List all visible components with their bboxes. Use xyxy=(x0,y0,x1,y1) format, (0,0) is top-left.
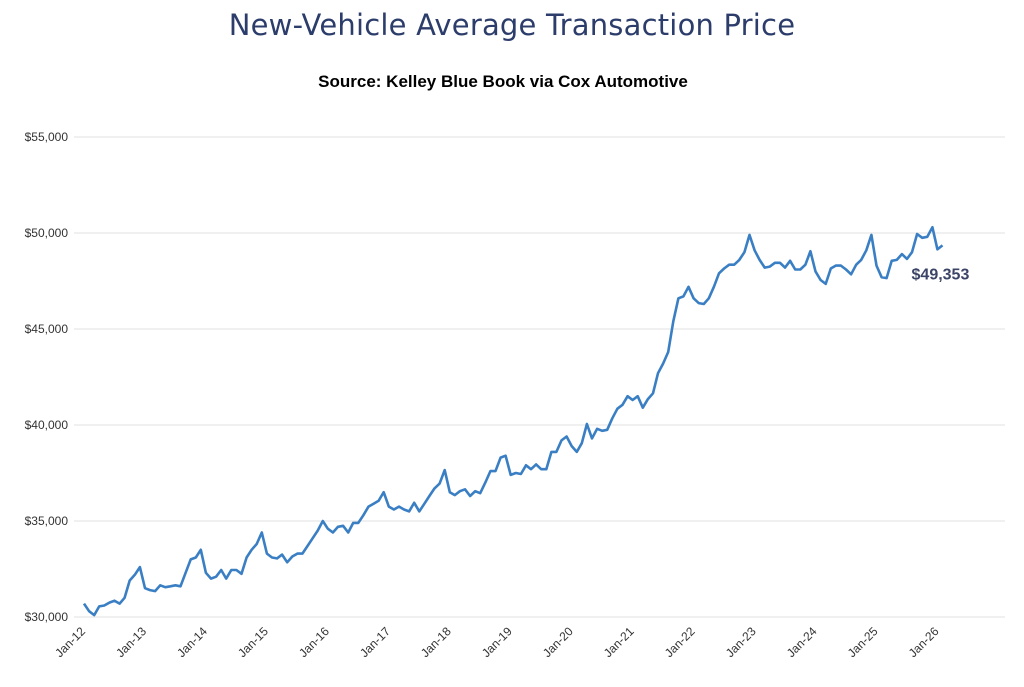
x-tick-label: Jan-22 xyxy=(662,624,698,660)
x-tick-label: Jan-12 xyxy=(52,624,88,660)
y-tick-label: $45,000 xyxy=(25,322,69,336)
x-tick-label: Jan-13 xyxy=(113,624,149,660)
chart-subtitle: Source: Kelley Blue Book via Cox Automot… xyxy=(318,72,688,91)
y-tick-label: $55,000 xyxy=(25,130,69,144)
x-tick-label: Jan-17 xyxy=(357,624,393,660)
y-axis: $30,000 $35,000 $40,000 $45,000 $50,000 $55,0… xyxy=(25,130,69,624)
series-layer xyxy=(82,225,944,617)
x-tick-label: Jan-23 xyxy=(723,624,759,660)
last-value-label: $49,353 xyxy=(912,266,970,283)
y-tick-label: $30,000 xyxy=(25,610,69,624)
x-tick-label: Jan-19 xyxy=(479,624,515,660)
gridlines xyxy=(74,136,1005,618)
x-tick-label: Jan-15 xyxy=(235,624,271,660)
x-tick-label: Jan-14 xyxy=(174,624,210,660)
x-tick-label: Jan-21 xyxy=(601,624,637,660)
x-axis: Jan-12 Jan-13 Jan-14 Jan-15 Jan-16 Jan-17 Jan-… xyxy=(52,624,942,660)
x-tick-label: Jan-25 xyxy=(845,624,881,660)
x-tick-label: Jan-16 xyxy=(296,624,332,660)
x-tick-label: Jan-24 xyxy=(784,624,820,660)
y-tick-label: $50,000 xyxy=(25,226,69,240)
x-tick-label: Jan-26 xyxy=(906,624,942,660)
y-tick-label: $40,000 xyxy=(25,418,69,432)
x-tick-label: Jan-20 xyxy=(540,624,576,660)
x-tick-label: Jan-18 xyxy=(418,624,454,660)
series-line xyxy=(82,225,944,617)
y-tick-label: $35,000 xyxy=(25,514,69,528)
chart-title: New-Vehicle Average Transaction Price xyxy=(228,8,796,42)
